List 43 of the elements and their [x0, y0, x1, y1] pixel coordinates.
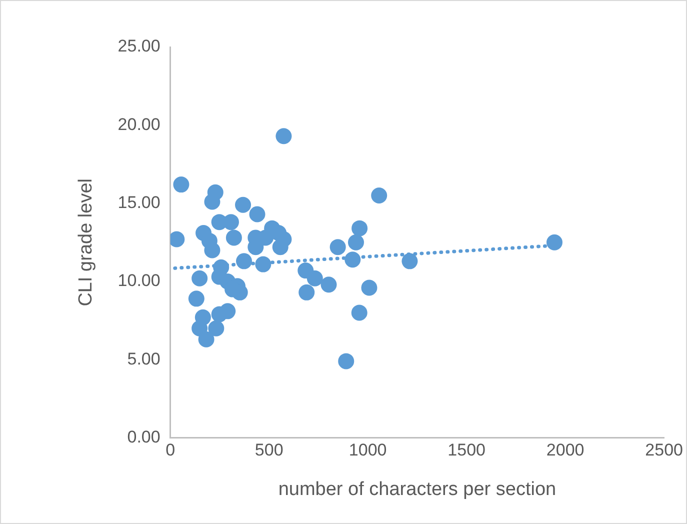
point — [173, 176, 190, 193]
point — [306, 270, 323, 286]
x-tick-label: 2500 — [645, 440, 684, 460]
y-tick-label: 10.00 — [118, 271, 160, 290]
point — [211, 306, 228, 322]
point — [198, 331, 214, 348]
x-tick-label: 1000 — [348, 440, 387, 460]
point — [188, 290, 204, 307]
point — [204, 242, 220, 258]
y-tick-label: 20.00 — [118, 114, 160, 134]
x-tick-label: 1500 — [448, 440, 486, 460]
point — [170, 231, 185, 248]
point — [320, 276, 337, 293]
y-tick-label: 5.00 — [127, 349, 160, 368]
point — [204, 194, 220, 210]
point — [352, 220, 368, 236]
point — [276, 128, 292, 144]
point — [402, 253, 418, 270]
y-tick-label: 15.00 — [118, 193, 160, 212]
point — [371, 188, 388, 204]
point — [272, 239, 288, 256]
point — [236, 253, 252, 270]
x-tick-label: 500 — [254, 440, 284, 460]
point — [255, 256, 272, 272]
point — [546, 234, 562, 250]
point — [235, 196, 252, 213]
point — [298, 284, 315, 300]
point — [249, 206, 266, 222]
x-axis-title: number of characters per section — [278, 478, 556, 500]
x-tick-label: 0 — [166, 440, 176, 460]
point — [208, 320, 224, 336]
y-tick-label: 0.00 — [127, 427, 160, 446]
point — [361, 280, 378, 296]
x-tick-label: 2000 — [546, 440, 584, 460]
y-tick-label: 25.00 — [118, 36, 160, 56]
point — [348, 234, 364, 250]
point — [192, 270, 208, 286]
point — [330, 239, 346, 256]
point — [338, 353, 354, 370]
point — [226, 230, 242, 246]
y-axis-title: CLI grade level — [76, 178, 97, 306]
point — [351, 304, 368, 321]
point — [344, 252, 361, 268]
